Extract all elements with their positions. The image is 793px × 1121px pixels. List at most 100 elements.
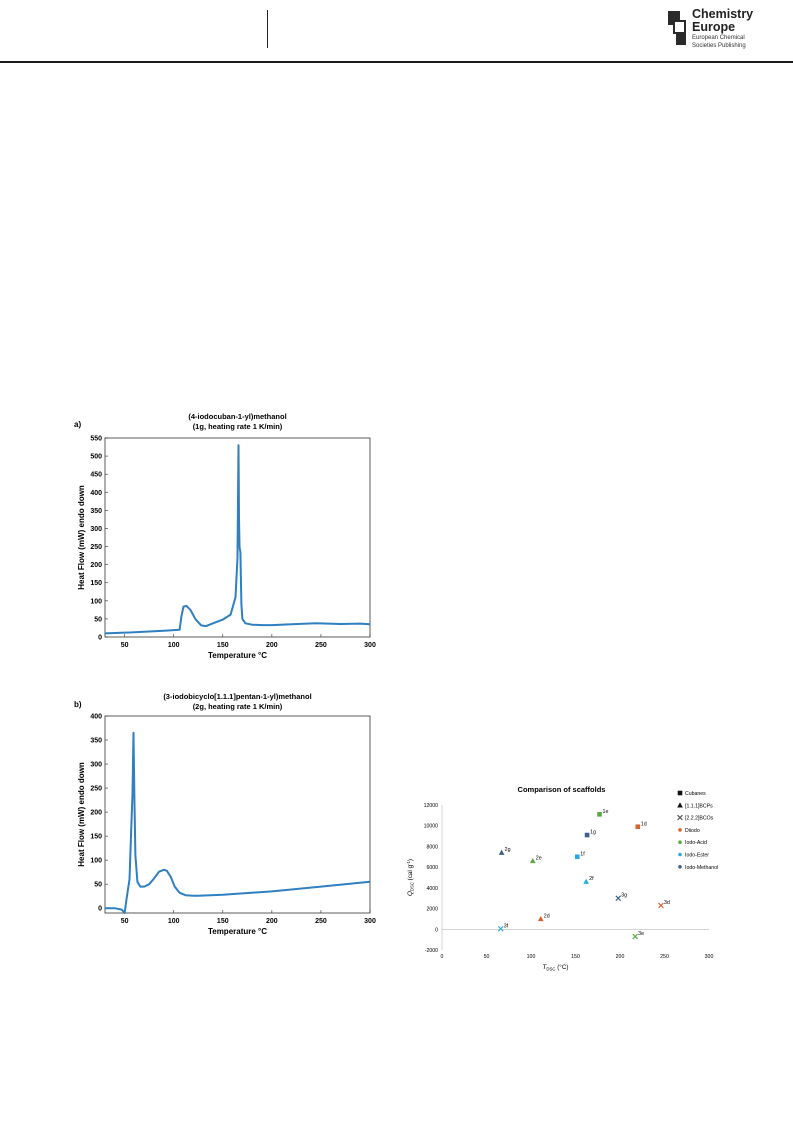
y-tick-label: 400 <box>90 714 102 721</box>
x-tick-label: 150 <box>571 954 580 960</box>
legend-label: Diiodo <box>685 828 700 834</box>
logo-subtitle-line1: European Chemical <box>692 35 745 41</box>
chart-title: (3-iodobicyclo[1.1.1]pentan-1-yl)methano… <box>163 692 311 701</box>
point-label-1g: 1g <box>590 830 596 836</box>
data-point-3e <box>632 933 638 940</box>
chemistry-europe-logo[interactable]: Chemistry Europe European Chemical Socie… <box>668 8 778 54</box>
y-axis-label-unit: (cal g <box>407 864 414 882</box>
y-tick-label: 0 <box>98 635 102 642</box>
data-point-2g <box>498 849 505 855</box>
x-tick-label: 300 <box>705 954 714 960</box>
point-label-1e: 1e <box>603 809 609 815</box>
legend-label: Iodo-Methanol <box>685 865 718 871</box>
data-point-3f <box>497 925 504 932</box>
legend-label: Iodo-Ester <box>685 853 709 859</box>
x-axis-label: TDSC (°C) <box>543 963 569 972</box>
x-tick-label: 0 <box>441 954 444 960</box>
legend-marker-iodo-acid <box>678 840 682 844</box>
point-label-3d: 3d <box>664 900 670 906</box>
heat-flow-curve <box>105 731 371 914</box>
plot-frame <box>104 437 371 638</box>
legend-marker-iodo-ester <box>678 852 682 857</box>
y-tick-label: 2000 <box>426 907 438 913</box>
y-tick-label: 12000 <box>424 803 439 809</box>
x-tick-label: 50 <box>121 918 129 925</box>
legend-marker--2-2-2-bcos <box>677 814 683 821</box>
x-tick-label: 150 <box>217 642 229 649</box>
x-tick-label: 250 <box>660 954 669 960</box>
y-tick-label: 350 <box>90 738 102 745</box>
header-divider <box>267 10 268 48</box>
point-label-2e: 2e <box>536 855 542 861</box>
x-tick-label: 50 <box>121 642 129 649</box>
data-point-2e <box>529 857 536 864</box>
logo-mark-icon <box>668 11 688 47</box>
data-point-1g <box>584 832 590 838</box>
dsc-chart-2g: b) (3-iodobicyclo[1.1.1]pentan-1-yl)metha… <box>74 692 376 936</box>
y-axis-label: QDSC (cal g-1) <box>406 859 415 896</box>
y-tick-label: 300 <box>90 762 102 769</box>
legend-label: [1.1.1]BCPs <box>685 803 713 809</box>
data-point-3d <box>658 902 664 909</box>
y-tick-label: 350 <box>90 508 102 515</box>
y-tick-label: 200 <box>90 562 102 569</box>
y-tick-label: 250 <box>90 544 102 551</box>
x-axis-label-main: T <box>543 964 548 971</box>
panel-label: a) <box>74 420 81 429</box>
logo-text: Chemistry Europe European Chemical Socie… <box>692 8 753 50</box>
logo-subtitle-line2: Societies Publishing <box>692 43 746 49</box>
y-tick-label: 150 <box>90 580 102 587</box>
chart-title: Comparison of scaffolds <box>518 785 606 794</box>
y-tick-label: 0 <box>98 906 102 913</box>
y-tick-label: 6000 <box>426 865 438 871</box>
y-tick-label: 550 <box>90 436 102 443</box>
y-axis-label: Heat Flow (mW) endo down <box>77 485 86 590</box>
y-tick-label: 0 <box>435 927 438 933</box>
logo-title-line1: Chemistry <box>692 7 754 21</box>
legend-label: [2.2.2]BCOs <box>685 816 714 822</box>
y-tick-label: -2000 <box>425 948 438 954</box>
panel-label: b) <box>74 700 82 709</box>
point-label-3e: 3e <box>638 931 644 937</box>
data-point-2f <box>583 878 589 884</box>
heat-flow-curve <box>104 444 371 635</box>
journal-header: Chemistry Europe European Chemical Socie… <box>0 0 793 64</box>
data-point-1d <box>635 824 641 830</box>
x-tick-label: 150 <box>217 918 229 925</box>
legend-marker-iodo-methanol <box>678 865 682 869</box>
y-tick-label: 150 <box>90 834 102 841</box>
y-axis-label-sup: -1 <box>406 860 411 864</box>
x-axis-label: Temperature °C <box>208 651 267 660</box>
y-axis-label: Heat Flow (mW) endo down <box>77 762 86 867</box>
y-tick-label: 100 <box>90 858 102 865</box>
dsc-chart-1g: a) (4-iodocuban-1-yl)methanol(1g, heating… <box>74 412 376 660</box>
point-label-2d: 2d <box>544 913 550 919</box>
x-tick-label: 200 <box>266 642 278 649</box>
data-point-2d <box>537 915 544 922</box>
x-tick-label: 250 <box>315 642 327 649</box>
chart-subtitle: (1g, heating rate 1 K/min) <box>193 422 283 431</box>
y-tick-label: 250 <box>90 786 102 793</box>
plot-frame <box>104 715 371 914</box>
legend-label: Iodo-Acid <box>685 840 707 846</box>
y-tick-label: 8000 <box>426 844 438 850</box>
y-tick-label: 300 <box>90 526 102 533</box>
y-axis-label-sub: DSC <box>410 882 415 891</box>
y-tick-label: 100 <box>90 598 102 605</box>
y-tick-label: 10000 <box>424 824 439 830</box>
x-tick-label: 250 <box>315 918 327 925</box>
y-tick-label: 200 <box>90 810 102 817</box>
x-tick-label: 100 <box>168 642 180 649</box>
data-point-3g <box>615 895 622 902</box>
point-label-3g: 3g <box>621 893 627 899</box>
header-rule <box>0 61 793 63</box>
x-tick-label: 300 <box>364 642 376 649</box>
legend-marker-cubanes <box>677 790 683 796</box>
point-label-2f: 2f <box>589 876 594 882</box>
x-tick-label: 200 <box>616 954 625 960</box>
x-tick-label: 100 <box>168 918 180 925</box>
chart-title: (4-iodocuban-1-yl)methanol <box>188 412 286 421</box>
y-tick-label: 50 <box>94 882 102 889</box>
x-tick-label: 50 <box>484 954 490 960</box>
y-axis-label-close: ) <box>407 859 414 861</box>
